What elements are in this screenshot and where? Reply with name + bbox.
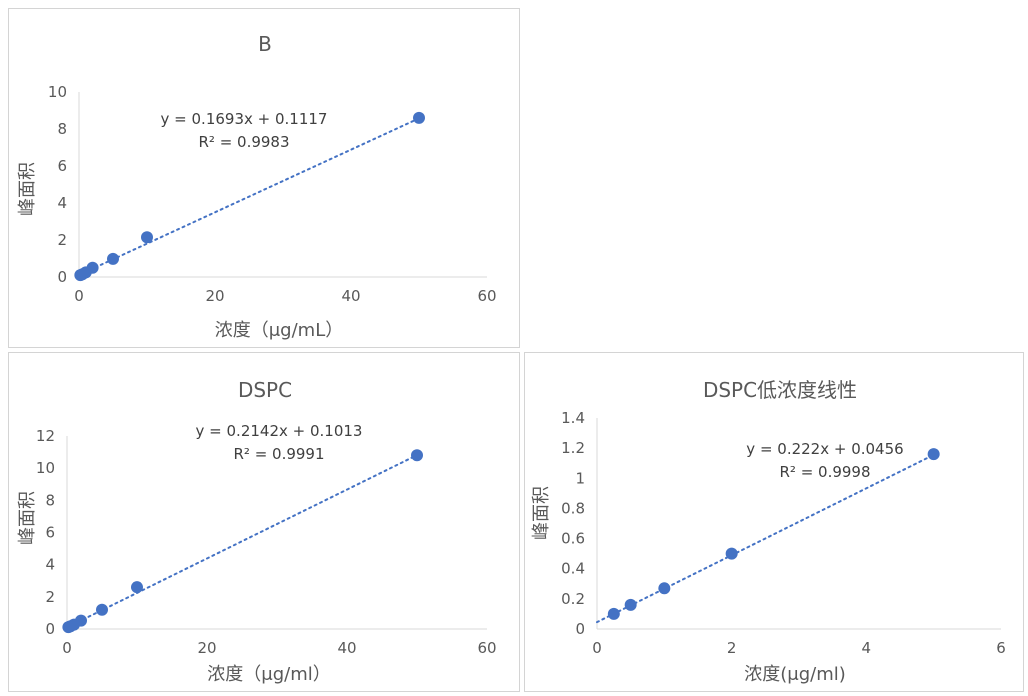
y-tick-label: 0.8 <box>561 499 585 517</box>
y-axis-label: 峰面积 <box>531 486 552 540</box>
y-tick-label: 0.2 <box>561 590 585 608</box>
chart-title: DSPC低浓度线性 <box>703 378 857 402</box>
x-tick-label: 60 <box>477 287 496 305</box>
data-point <box>107 252 119 265</box>
data-point <box>411 449 423 462</box>
x-tick-label: 0 <box>62 639 72 657</box>
x-tick-label: 40 <box>337 639 356 657</box>
y-tick-label: 0 <box>575 620 585 638</box>
y-tick-label: 2 <box>45 588 55 606</box>
x-tick-label: 4 <box>862 639 872 657</box>
y-tick-label: 8 <box>45 491 55 509</box>
x-axis-label: 浓度（μg/mL） <box>215 320 344 341</box>
plot-area: 0 0.2 0.4 0.6 0.8 1 1.2 1.4 0 2 4 6 <box>561 409 1006 657</box>
chart-panel-dspc: DSPC 峰面积 浓度（μg/ml） y = 0.2142x + 0.1013 … <box>8 352 520 692</box>
data-point <box>131 581 143 594</box>
data-point <box>86 261 99 274</box>
y-tick-label: 10 <box>48 83 67 101</box>
y-tick-label: 6 <box>45 524 55 542</box>
data-point <box>413 111 425 124</box>
trendline <box>596 453 935 624</box>
chart-dspc-svg: DSPC 峰面积 浓度（μg/ml） y = 0.2142x + 0.1013 … <box>17 378 497 685</box>
y-axis-label: 峰面积 <box>17 162 38 216</box>
data-point <box>658 582 671 595</box>
y-tick-label: 6 <box>57 157 67 175</box>
data-point <box>624 598 637 611</box>
chart-panel-dspc-low: DSPC低浓度线性 峰面积 浓度(μg/ml) y = 0.222x + 0.0… <box>524 352 1024 692</box>
x-tick-label: 2 <box>727 639 737 657</box>
plot-area: 0 2 4 6 8 10 12 0 20 40 60 <box>36 427 497 657</box>
trendline-equation: y = 0.2142x + 0.1013 <box>196 422 363 440</box>
data-point <box>725 547 738 560</box>
y-tick-label: 4 <box>45 556 55 574</box>
x-axis-label: 浓度(μg/ml) <box>744 664 846 685</box>
chart-title: B <box>258 32 272 56</box>
trendline <box>66 454 418 629</box>
x-tick-label: 40 <box>341 287 360 305</box>
y-tick-label: 0 <box>57 268 67 286</box>
r-squared-label: R² = 0.9983 <box>198 133 289 151</box>
plot-area: 0 2 4 6 8 10 0 20 40 60 <box>48 83 497 305</box>
chart-title: DSPC <box>238 378 292 402</box>
r-squared-label: R² = 0.9991 <box>233 445 324 463</box>
x-tick-label: 6 <box>996 639 1006 657</box>
data-point <box>927 448 940 461</box>
data-point <box>96 603 108 616</box>
y-tick-label: 8 <box>57 120 67 138</box>
y-tick-label: 0 <box>45 620 55 638</box>
trendline-equation: y = 0.1693x + 0.1117 <box>161 110 328 128</box>
y-tick-label: 0.4 <box>561 560 585 578</box>
data-point <box>607 607 620 620</box>
chart-dspc-low-svg: DSPC低浓度线性 峰面积 浓度(μg/ml) y = 0.222x + 0.0… <box>531 378 1006 685</box>
y-tick-label: 2 <box>57 231 67 249</box>
x-tick-label: 20 <box>197 639 216 657</box>
trendline-equation: y = 0.222x + 0.0456 <box>746 440 903 458</box>
trendline <box>78 117 420 276</box>
x-axis-label: 浓度（μg/ml） <box>207 664 330 685</box>
x-tick-label: 0 <box>74 287 84 305</box>
x-tick-label: 60 <box>477 639 496 657</box>
y-tick-label: 10 <box>36 459 55 477</box>
y-tick-label: 12 <box>36 427 55 445</box>
r-squared-label: R² = 0.9998 <box>779 463 870 481</box>
y-tick-label: 1.4 <box>561 409 585 427</box>
chart-panel-b: B 峰面积 浓度（μg/mL） y = 0.1693x + 0.1117 R² … <box>8 8 520 348</box>
x-tick-label: 0 <box>592 639 602 657</box>
data-point <box>75 614 87 627</box>
y-tick-label: 0.6 <box>561 530 585 548</box>
data-point <box>141 231 153 244</box>
y-tick-label: 1 <box>575 469 585 487</box>
y-tick-label: 1.2 <box>561 439 585 457</box>
y-axis-label: 峰面积 <box>17 491 38 545</box>
chart-b-svg: B 峰面积 浓度（μg/mL） y = 0.1693x + 0.1117 R² … <box>17 32 497 341</box>
x-tick-label: 20 <box>205 287 224 305</box>
y-tick-label: 4 <box>57 194 67 212</box>
